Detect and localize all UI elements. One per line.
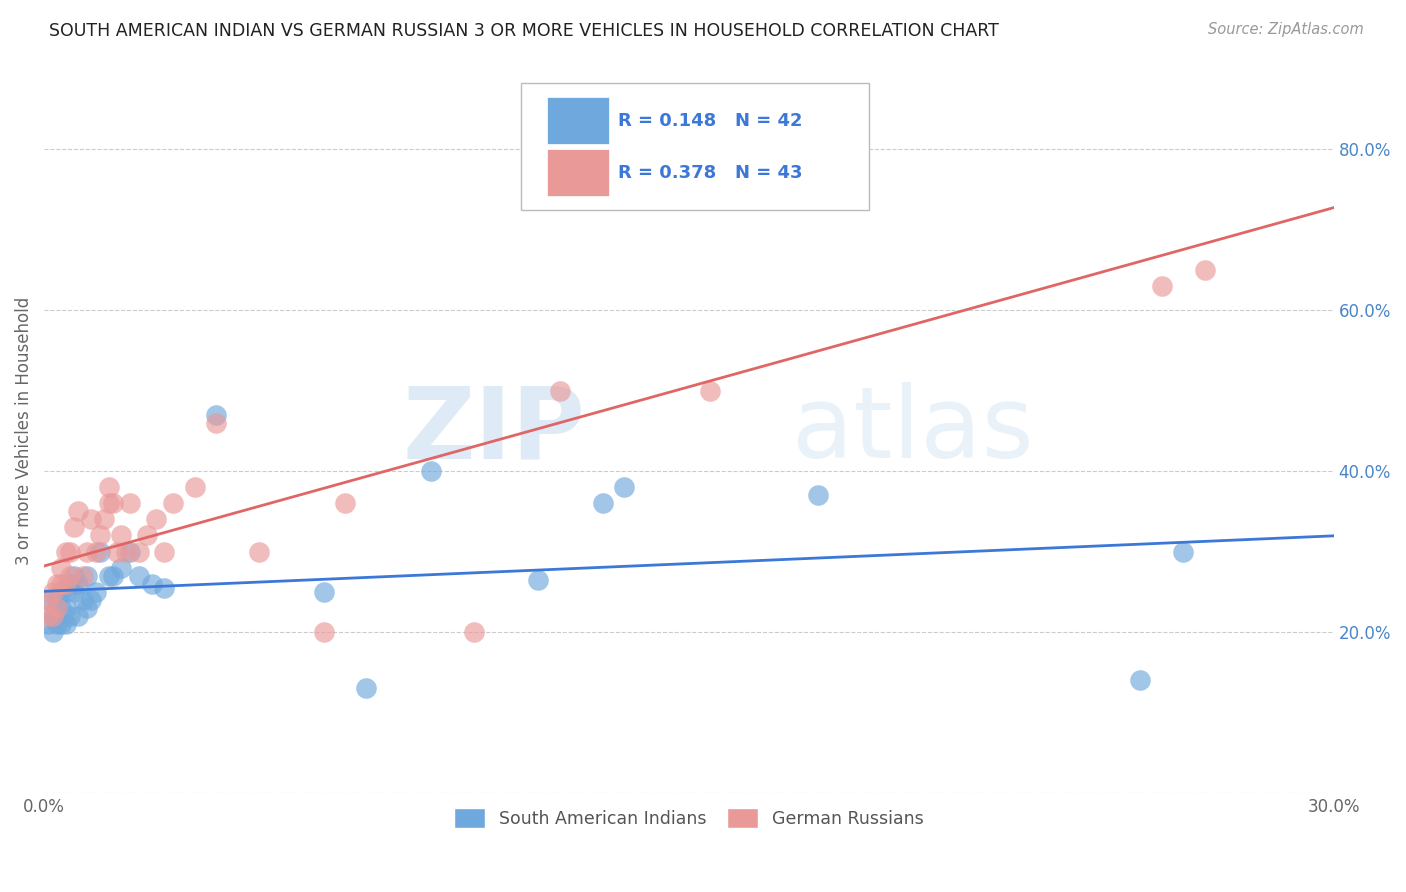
Point bbox=[128, 544, 150, 558]
Point bbox=[67, 576, 90, 591]
Point bbox=[463, 625, 485, 640]
Point bbox=[312, 584, 335, 599]
Point bbox=[110, 528, 132, 542]
Text: R = 0.378   N = 43: R = 0.378 N = 43 bbox=[619, 164, 803, 182]
Point bbox=[420, 464, 443, 478]
Point bbox=[41, 608, 63, 623]
Point bbox=[110, 560, 132, 574]
Point bbox=[1194, 262, 1216, 277]
Text: ZIP: ZIP bbox=[404, 383, 586, 479]
Point bbox=[59, 576, 82, 591]
Point bbox=[634, 142, 657, 156]
Text: SOUTH AMERICAN INDIAN VS GERMAN RUSSIAN 3 OR MORE VEHICLES IN HOUSEHOLD CORRELAT: SOUTH AMERICAN INDIAN VS GERMAN RUSSIAN … bbox=[49, 22, 1000, 40]
Text: atlas: atlas bbox=[792, 383, 1033, 479]
Point bbox=[37, 617, 59, 632]
Point bbox=[51, 576, 73, 591]
Point bbox=[205, 416, 228, 430]
Point bbox=[93, 512, 115, 526]
FancyBboxPatch shape bbox=[547, 97, 609, 145]
Point bbox=[356, 681, 378, 696]
Point bbox=[145, 512, 167, 526]
Point bbox=[128, 568, 150, 582]
Point bbox=[153, 544, 176, 558]
Point bbox=[59, 608, 82, 623]
Point bbox=[41, 608, 63, 623]
Point bbox=[89, 544, 111, 558]
Point bbox=[46, 592, 69, 607]
Point bbox=[63, 584, 86, 599]
Point bbox=[55, 617, 77, 632]
Point bbox=[120, 496, 142, 510]
Point bbox=[247, 544, 270, 558]
Point bbox=[141, 576, 163, 591]
Point bbox=[613, 480, 636, 494]
Point bbox=[51, 560, 73, 574]
Point bbox=[80, 512, 103, 526]
Point bbox=[183, 480, 205, 494]
Point bbox=[84, 584, 107, 599]
FancyBboxPatch shape bbox=[547, 149, 609, 196]
Point bbox=[55, 544, 77, 558]
Point bbox=[63, 520, 86, 534]
Point bbox=[120, 544, 142, 558]
Y-axis label: 3 or more Vehicles in Household: 3 or more Vehicles in Household bbox=[15, 297, 32, 565]
Point bbox=[89, 528, 111, 542]
Point bbox=[592, 496, 614, 510]
Point bbox=[136, 528, 159, 542]
Point bbox=[105, 544, 128, 558]
Point bbox=[97, 568, 120, 582]
Point bbox=[97, 480, 120, 494]
Point bbox=[63, 568, 86, 582]
Point bbox=[72, 592, 94, 607]
Point bbox=[51, 617, 73, 632]
Point bbox=[37, 592, 59, 607]
Point bbox=[55, 600, 77, 615]
Point bbox=[97, 496, 120, 510]
Point bbox=[37, 608, 59, 623]
Point bbox=[46, 608, 69, 623]
Legend: South American Indians, German Russians: South American Indians, German Russians bbox=[447, 801, 931, 835]
Point bbox=[101, 568, 124, 582]
Point bbox=[162, 496, 184, 510]
Point bbox=[527, 573, 550, 587]
Point bbox=[41, 584, 63, 599]
Point bbox=[67, 504, 90, 518]
Point bbox=[55, 584, 77, 599]
Point bbox=[1150, 278, 1173, 293]
Point bbox=[153, 581, 176, 595]
Point bbox=[37, 592, 59, 607]
Point bbox=[76, 600, 98, 615]
Point bbox=[114, 544, 136, 558]
FancyBboxPatch shape bbox=[522, 83, 869, 210]
Point bbox=[46, 617, 69, 632]
Point bbox=[101, 496, 124, 510]
Point bbox=[46, 576, 69, 591]
Point bbox=[51, 600, 73, 615]
Point bbox=[72, 568, 94, 582]
Point bbox=[55, 576, 77, 591]
Point bbox=[205, 408, 228, 422]
Point bbox=[1173, 544, 1195, 558]
Text: R = 0.148   N = 42: R = 0.148 N = 42 bbox=[619, 112, 803, 129]
Point bbox=[699, 384, 721, 398]
Point bbox=[84, 544, 107, 558]
Point bbox=[59, 568, 82, 582]
Point bbox=[1129, 673, 1152, 688]
Point bbox=[67, 608, 90, 623]
Point bbox=[312, 625, 335, 640]
Point bbox=[46, 600, 69, 615]
Point bbox=[41, 625, 63, 640]
Point bbox=[807, 488, 830, 502]
Point bbox=[59, 544, 82, 558]
Point bbox=[80, 592, 103, 607]
Text: Source: ZipAtlas.com: Source: ZipAtlas.com bbox=[1208, 22, 1364, 37]
Point bbox=[76, 544, 98, 558]
Point bbox=[76, 568, 98, 582]
Point bbox=[333, 496, 356, 510]
Point bbox=[548, 384, 571, 398]
Point bbox=[51, 584, 73, 599]
